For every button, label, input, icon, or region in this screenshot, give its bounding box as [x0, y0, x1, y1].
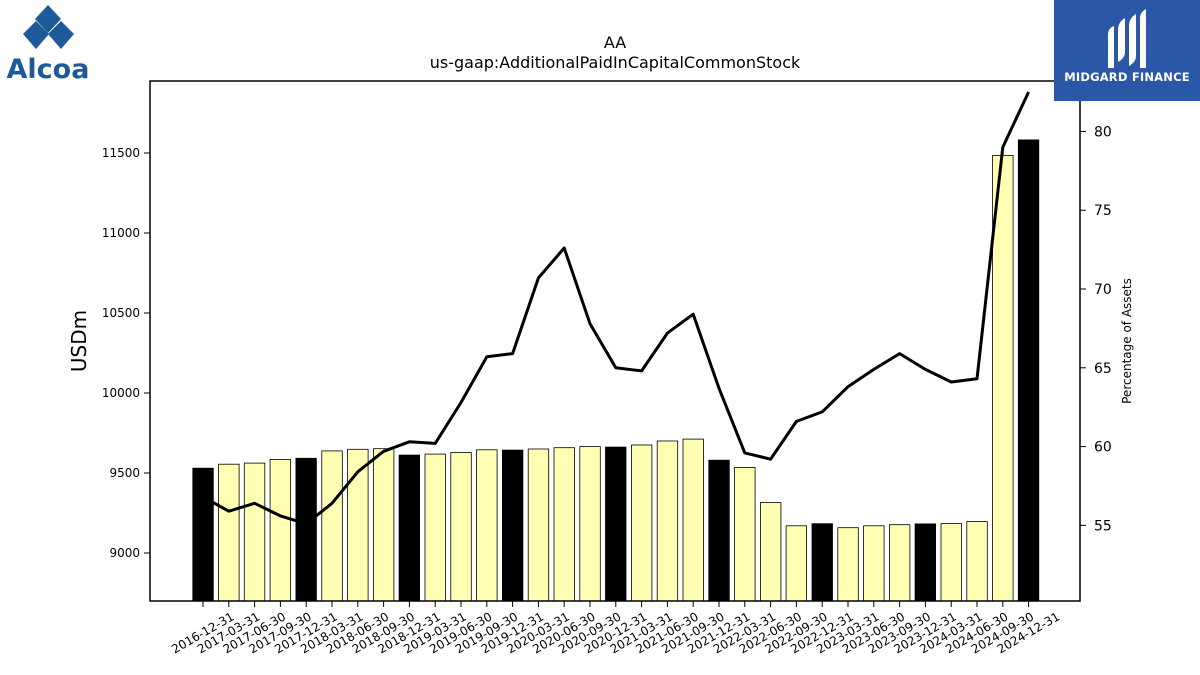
bar [760, 502, 782, 602]
line-series [202, 91, 1030, 526]
y2-tick-label: 60 [1094, 440, 1112, 456]
chart-subtitle: us-gaap:AdditionalPaidInCapitalCommonSto… [430, 53, 801, 72]
bar [708, 459, 730, 602]
bar [940, 523, 962, 602]
bar [863, 525, 885, 602]
y-axis-label: USDm [67, 310, 91, 372]
y-tick-label: 11500 [102, 146, 140, 160]
y2-tick-label: 55 [1094, 518, 1112, 534]
bar [914, 523, 936, 602]
bar [269, 458, 292, 602]
bar [243, 462, 266, 602]
bar-series [192, 139, 1040, 602]
bar [321, 450, 343, 602]
y-tick-label: 9500 [109, 466, 140, 480]
midgard-logo-text: MIDGARD FINANCE [1064, 70, 1190, 84]
bar [218, 463, 240, 602]
y2-tick-label: 80 [1094, 124, 1112, 140]
midgard-finance-logo: MIDGARD FINANCE [1054, 0, 1200, 101]
chart-title: AA [604, 33, 626, 52]
bar [837, 527, 859, 602]
bar [631, 444, 653, 602]
alcoa-logo-text: Alcoa [6, 54, 90, 85]
y2-tick-label: 70 [1094, 282, 1112, 298]
alcoa-logo-icon [23, 5, 74, 49]
x-axis: 2016-12-312017-03-312017-06-302017-09-30… [169, 601, 1062, 656]
alcoa-logo: Alcoa [0, 0, 100, 90]
y-tick-label: 11000 [102, 226, 140, 240]
bar [605, 446, 627, 602]
y-axis-left: 9000 9500 10000 10500 11000 11500 [102, 146, 150, 560]
y-tick-label: 10000 [102, 386, 140, 400]
bar [424, 453, 446, 602]
bar [501, 449, 524, 602]
y2-tick-label: 65 [1094, 361, 1112, 377]
bar [811, 523, 833, 602]
plot-frame [149, 80, 1081, 602]
y2-axis-label: Percentage of Assets [1120, 278, 1134, 404]
y2-tick-label: 75 [1094, 203, 1112, 219]
bar [450, 452, 472, 602]
bar [889, 524, 911, 602]
bar [734, 466, 756, 602]
bar [785, 525, 807, 602]
bar [966, 521, 988, 602]
bar [398, 454, 421, 602]
bar [372, 448, 395, 602]
bar [1017, 139, 1040, 602]
midgard-logo-icon [1108, 9, 1146, 68]
bar [295, 457, 317, 602]
bar [476, 449, 498, 602]
bar [656, 440, 679, 602]
bar [682, 438, 704, 602]
bar [579, 446, 601, 602]
bar [553, 447, 575, 602]
bar [192, 467, 214, 602]
y-axis-right: 55 60 65 70 75 80 [1080, 124, 1112, 534]
bar [527, 448, 550, 602]
y-tick-label: 10500 [102, 306, 140, 320]
y-tick-label: 9000 [109, 546, 140, 560]
percentage-line [202, 91, 1030, 526]
